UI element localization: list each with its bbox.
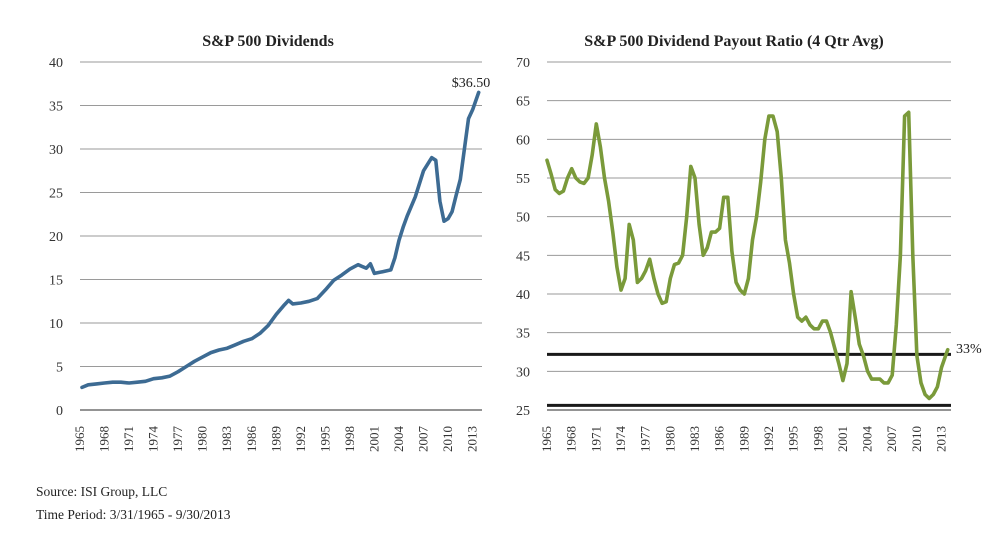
x-tick-label: 2013 [934,426,949,452]
chart-title: S&P 500 Dividend Payout Ratio (4 Qtr Avg… [584,33,883,50]
y-tick-label: 30 [49,143,63,158]
x-tick-label: 2010 [440,426,455,452]
x-tick-label: 1992 [293,426,308,452]
x-tick-label: 1998 [342,426,357,452]
x-tick-label: 2010 [909,426,924,452]
x-tick-label: 1983 [219,426,234,452]
x-tick-label: 1989 [268,426,283,452]
x-tick-label: 1968 [97,426,112,452]
x-tick-label: 1971 [588,426,603,452]
x-tick-label: 2001 [835,426,850,452]
x-tick-label: 2001 [366,426,381,452]
y-tick-label: 35 [49,100,63,115]
x-tick-label: 2007 [884,426,899,453]
y-tick-label: 70 [516,56,530,71]
x-tick-label: 1986 [244,426,259,453]
y-tick-label: 30 [516,365,530,380]
x-tick-label: 1989 [736,426,751,452]
y-tick-label: 25 [49,187,63,202]
y-tick-label: 65 [516,95,530,110]
source-note: Source: ISI Group, LLC [36,484,168,499]
value-annotation: $36.50 [452,76,491,91]
x-tick-label: 2004 [391,426,406,453]
x-tick-label: 1977 [170,426,185,453]
y-tick-label: 50 [516,211,530,226]
value-annotation: 33% [956,342,982,357]
series-line [80,90,481,390]
chart-title: S&P 500 Dividends [202,33,334,50]
time-period-note: Time Period: 3/31/1965 - 9/30/2013 [36,507,231,522]
y-tick-label: 40 [516,288,530,303]
y-tick-label: 45 [516,249,530,264]
y-tick-label: 25 [516,404,530,419]
x-tick-label: 1974 [146,426,161,453]
y-tick-label: 35 [516,327,530,342]
x-tick-label: 2013 [465,426,480,452]
x-tick-label: 2004 [860,426,875,453]
x-tick-label: 1968 [564,426,579,452]
x-tick-label: 2007 [416,426,431,453]
x-tick-label: 1965 [72,426,87,452]
x-tick-label: 1974 [613,426,628,453]
x-tick-label: 1980 [662,426,677,452]
x-tick-label: 1992 [761,426,776,452]
y-tick-label: 60 [516,133,530,148]
y-tick-label: 15 [49,274,63,289]
y-tick-label: 10 [49,317,63,332]
x-tick-label: 1983 [687,426,702,452]
x-tick-label: 1971 [121,426,136,452]
y-tick-label: 5 [56,361,63,376]
y-tick-label: 55 [516,172,530,187]
series-line [545,110,950,401]
x-tick-label: 1998 [810,426,825,452]
dividends-chart: S&P 500 Dividends 0 5 10 15 20 25 30 35 40 1965 196… [49,33,490,452]
x-tick-label: 1965 [539,426,554,452]
payout-ratio-chart: S&P 500 Dividend Payout Ratio (4 Qtr Avg… [516,33,982,452]
x-tick-label: 1986 [712,426,727,453]
x-tick-label: 1995 [317,426,332,452]
y-tick-label: 20 [49,230,63,245]
x-tick-label: 1977 [638,426,653,453]
x-tick-label: 1995 [786,426,801,452]
x-tick-label: 1980 [195,426,210,452]
y-tick-label: 0 [56,404,63,419]
y-tick-label: 40 [49,56,63,71]
